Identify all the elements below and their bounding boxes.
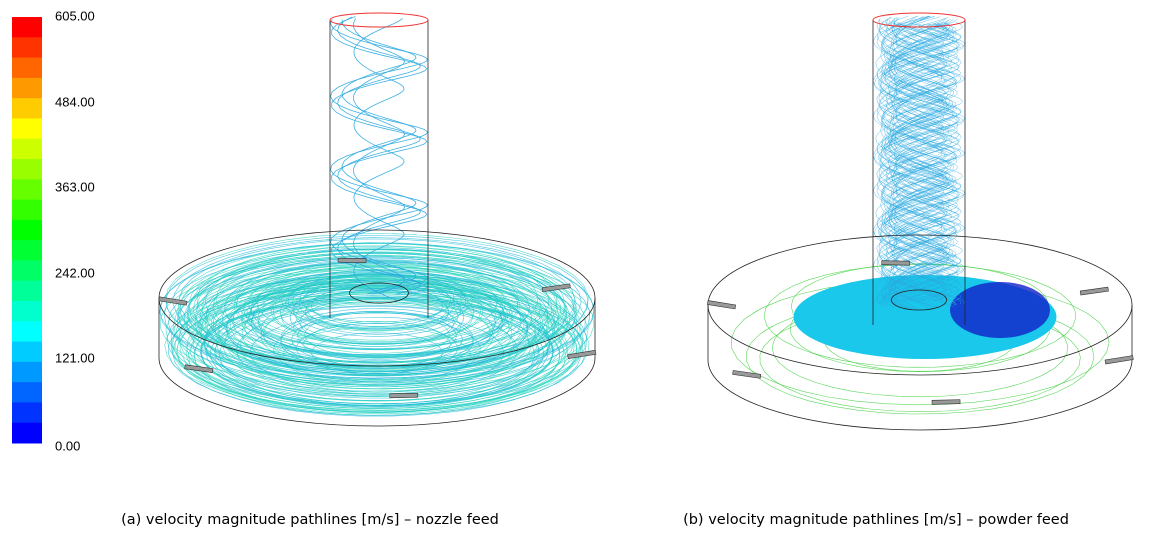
nozzle	[338, 258, 366, 263]
colorbar-label: 484.00	[55, 94, 95, 109]
nozzle	[707, 300, 735, 308]
colorbar-step	[12, 179, 42, 200]
nozzle	[932, 400, 960, 405]
colorbar-label: 242.00	[55, 265, 95, 280]
colorbar-step	[12, 402, 42, 423]
nozzle	[733, 370, 761, 378]
colorbar-label: 605.00	[55, 8, 95, 23]
colorbar-label: 0.00	[55, 438, 80, 453]
nozzle	[1080, 287, 1108, 295]
nozzle	[568, 350, 596, 358]
colorbar-step	[12, 200, 42, 221]
colorbar-step	[12, 78, 42, 99]
colorbar-step	[12, 118, 42, 139]
colorbar-step	[12, 281, 42, 302]
caption: (b) velocity magnitude pathlines [m/s] –…	[683, 512, 1069, 528]
colorbar-step	[12, 220, 42, 241]
colorbar-step	[12, 240, 42, 261]
colorbar-step	[12, 159, 42, 180]
caption: (a) velocity magnitude pathlines [m/s] –…	[121, 512, 499, 528]
figure: 605.00 484.00 363.00 242.00 121.00 0.00 …	[0, 0, 1166, 554]
colorbar-step	[12, 98, 42, 119]
nozzle	[1105, 356, 1133, 364]
panel-a-geometry	[159, 13, 596, 426]
colorbar-step	[12, 342, 42, 363]
colorbar-step	[12, 17, 42, 38]
colorbar-step	[12, 58, 42, 79]
nozzle	[882, 261, 910, 266]
colorbar-step	[12, 362, 42, 383]
colorbar-step	[12, 260, 42, 281]
colorbar-label: 363.00	[55, 179, 95, 194]
nozzle	[390, 393, 418, 398]
colorbar-step	[12, 382, 42, 403]
colorbar-step	[12, 321, 42, 342]
column-top	[330, 13, 428, 27]
colorbar-step	[12, 139, 42, 160]
disk-bottom	[708, 360, 1132, 430]
colorbar-step	[12, 37, 42, 58]
colorbar	[12, 17, 42, 444]
colorbar-label: 121.00	[55, 350, 95, 365]
colorbar-step	[12, 301, 42, 322]
colorbar-step	[12, 423, 42, 444]
panel-b-geometry	[707, 13, 1133, 430]
